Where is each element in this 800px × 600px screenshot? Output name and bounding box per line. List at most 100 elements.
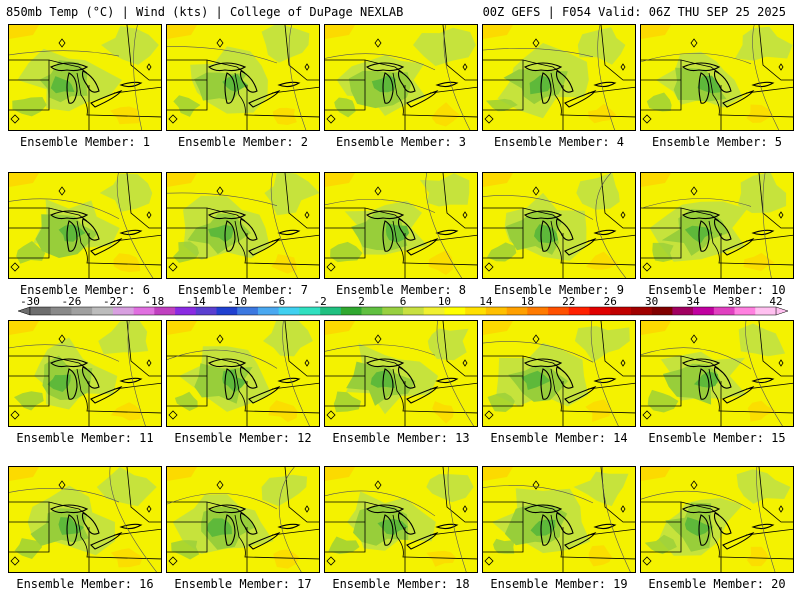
ensemble-map-panel (482, 172, 636, 279)
ensemble-map-panel (640, 320, 794, 427)
ensemble-map-panel (8, 466, 162, 573)
ensemble-map-panel (640, 172, 794, 279)
isotherms (9, 467, 157, 572)
temp-shading (426, 474, 474, 503)
map-outlines (325, 25, 477, 130)
isotherms (167, 25, 307, 130)
ensemble-member-label: Ensemble Member: 19 (490, 577, 628, 591)
temp-shading (98, 321, 149, 355)
warm-region (585, 399, 611, 422)
ensemble-member-label: Ensemble Member: 14 (490, 431, 628, 445)
colorbar-swatch (361, 307, 383, 315)
map-outlines (641, 173, 793, 278)
isotherms (641, 321, 783, 426)
isotherms (483, 25, 616, 130)
colorbar-tick-label: -26 (62, 297, 82, 308)
temperature-colorbar: -30 -26 -22 -18 -14 -10 -6 -2 2 6 10 14 18 22 26 30 34 38… (17, 297, 789, 316)
colorbar-swatch (755, 307, 777, 315)
warm-region (641, 467, 671, 481)
warm-region (325, 173, 355, 187)
warm-region (483, 321, 513, 335)
ensemble-member-label: Ensemble Member: 7 (177, 283, 309, 297)
isotherms (325, 467, 467, 572)
temp-shading (330, 241, 363, 263)
ensemble-member-label: Ensemble Member: 10 (648, 283, 786, 297)
temp-shading (521, 370, 551, 390)
map-outlines (167, 467, 319, 572)
ensemble-map-panel (166, 172, 320, 279)
warm-region (273, 549, 300, 569)
colorbar-swatch (485, 307, 507, 315)
colorbar-swatch (713, 307, 735, 315)
warm-region (426, 550, 456, 567)
warm-region (483, 25, 513, 39)
temp-shading (47, 374, 71, 392)
colorbar-tick-label: -6 (272, 297, 285, 308)
temp-shading (14, 538, 43, 559)
ensemble-member-label: Ensemble Member: 3 (335, 135, 467, 149)
run-valid-time: 00Z GEFS | F054 Valid: 06Z THU SEP 25 20… (482, 5, 786, 19)
temp-shading (493, 538, 515, 554)
ensemble-map-panel (324, 320, 478, 427)
map-outlines (9, 467, 161, 572)
temp-shading (171, 540, 200, 560)
isotherms (483, 467, 631, 572)
colorbar-swatch (340, 307, 362, 315)
ensemble-map-panel (8, 172, 162, 279)
colorbar-tick-label: -18 (144, 297, 164, 308)
colorbar-swatch (548, 307, 570, 315)
ensemble-map-panel (166, 466, 320, 573)
temp-shading (485, 98, 518, 112)
ensemble-member-label: Ensemble Member: 12 (174, 431, 312, 445)
warm-region (167, 321, 197, 335)
temp-shading (647, 389, 679, 413)
temp-shading (738, 173, 787, 213)
temp-shading (487, 242, 517, 262)
colorbar-swatch (444, 307, 466, 315)
ensemble-map-panel (482, 466, 636, 573)
map-outlines (325, 321, 477, 426)
temp-shading (736, 469, 791, 504)
colorbar-swatch (175, 307, 197, 315)
colorbar-swatch (320, 307, 342, 315)
map-outlines (325, 173, 477, 278)
colorbar-swatch (112, 307, 134, 315)
warm-region (268, 400, 298, 423)
warm-region (746, 104, 773, 123)
ensemble-map-panel (8, 320, 162, 427)
ensemble-member-label: Ensemble Member: 18 (332, 577, 470, 591)
warm-region (9, 321, 39, 335)
ensemble-map-panel (324, 172, 478, 279)
ensemble-map-panel (324, 466, 478, 573)
colorbar-swatch (527, 307, 549, 315)
ensemble-member-label: Ensemble Member: 16 (16, 577, 154, 591)
temp-shading (574, 326, 630, 363)
colorbar-tick-label: 34 (686, 297, 700, 308)
colorbar-tick-label: -10 (227, 297, 247, 308)
colorbar-tick-label: 10 (438, 297, 451, 308)
colorbar-tick-label: 18 (521, 297, 534, 308)
warm-region (746, 546, 769, 567)
map-outlines (483, 25, 635, 130)
ensemble-member-label: Ensemble Member: 1 (19, 135, 151, 149)
warm-region (113, 253, 141, 273)
warm-region (325, 321, 355, 335)
colorbar-swatch (299, 307, 321, 315)
temp-shading (14, 391, 44, 411)
isotherms (9, 173, 154, 278)
map-outlines (167, 25, 319, 130)
colorbar-tick-label: 2 (358, 297, 365, 308)
isotherms (167, 467, 302, 572)
ensemble-member-label: Ensemble Member: 5 (651, 135, 783, 149)
temp-shading (99, 173, 153, 212)
colorbar-swatch (216, 307, 238, 315)
warm-region (641, 25, 671, 39)
temp-shading (735, 26, 793, 61)
ensemble-member-label: Ensemble Member: 20 (648, 577, 786, 591)
colorbar-tick-label: 14 (479, 297, 493, 308)
temp-shading (684, 517, 712, 536)
colorbar-tick-label: 42 (769, 297, 782, 308)
ensemble-member-label: Ensemble Member: 13 (332, 431, 470, 445)
warm-region (431, 102, 461, 127)
isotherms (167, 173, 298, 278)
